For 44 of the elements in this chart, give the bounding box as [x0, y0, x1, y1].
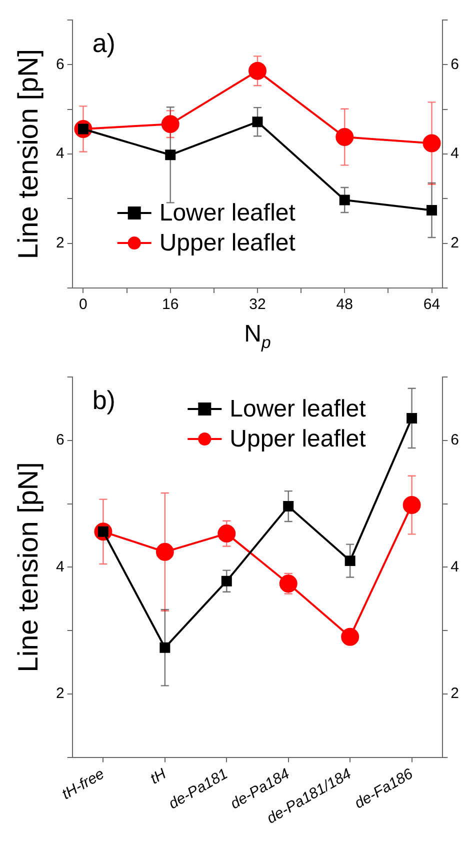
point	[161, 115, 180, 134]
x-tick-label: 48	[336, 296, 353, 314]
x-tick-label: 32	[249, 296, 266, 314]
point	[339, 194, 350, 206]
point	[252, 116, 263, 128]
y-axis-title: Line tension [pN]	[12, 48, 44, 260]
x-tick-label: 16	[162, 296, 179, 314]
y2-tick-label: 4	[450, 558, 459, 576]
y-tick-label: 2	[56, 234, 64, 252]
y-tick-label: 6	[56, 432, 64, 449]
point	[336, 128, 354, 146]
y2-tick-label: 6	[450, 56, 459, 73]
legend-label: Lower leaflet	[230, 396, 366, 423]
y2-tick-label: 2	[450, 234, 459, 252]
legend-label: Upper leaflet	[159, 230, 296, 257]
x-tick-label: 64	[423, 296, 440, 314]
y-tick-label: 2	[56, 685, 64, 702]
point	[165, 150, 176, 160]
y-tick-label: 4	[56, 558, 64, 576]
x-tick-label: tH	[148, 765, 170, 788]
x-tick-label: 0	[79, 296, 88, 314]
y2-tick-label: 2	[450, 685, 459, 702]
point	[406, 412, 418, 424]
point	[221, 576, 232, 586]
point	[402, 496, 421, 514]
point	[248, 62, 266, 80]
legend-label: Upper leaflet	[230, 426, 366, 453]
point	[426, 205, 438, 216]
point	[344, 556, 356, 566]
y-tick-label: 6	[56, 56, 64, 73]
point	[218, 524, 236, 543]
y2-tick-label: 4	[450, 145, 459, 162]
legend-label: Lower leaflet	[159, 200, 296, 227]
annotation: b)	[92, 385, 116, 416]
y2-tick-label: 6	[450, 432, 459, 449]
point	[341, 628, 360, 646]
point	[160, 642, 170, 653]
point	[156, 542, 174, 561]
point	[279, 574, 298, 593]
annotation: a)	[92, 28, 116, 58]
point	[283, 501, 294, 512]
y-tick-label: 4	[56, 145, 64, 162]
point	[422, 134, 441, 152]
y-axis-title: Line tension [pN]	[12, 462, 44, 672]
